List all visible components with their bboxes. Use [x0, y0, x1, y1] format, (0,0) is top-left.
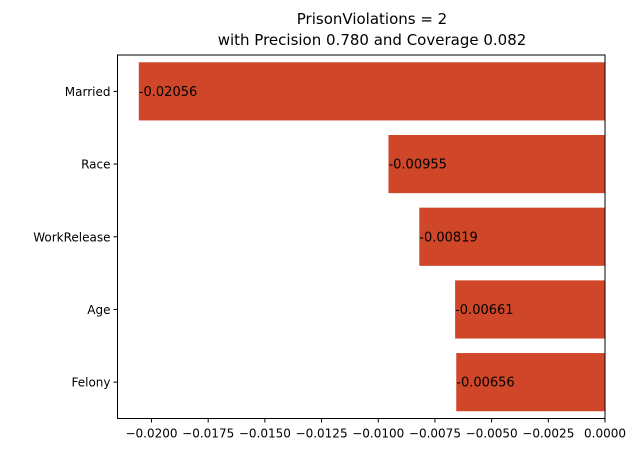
y-axis-ticks: Married Race WorkRelease Age Felony: [33, 85, 118, 390]
y-tick-label-married: Married: [65, 85, 111, 99]
x-tick-label: −0.0050: [466, 427, 518, 441]
y-tick-label-felony: Felony: [71, 376, 110, 390]
x-tick-label: −0.0150: [239, 427, 291, 441]
x-tick-label: −0.0175: [182, 427, 234, 441]
data-label-age: -0.00661: [455, 303, 513, 318]
data-label-workrelease: -0.00819: [419, 230, 477, 245]
y-tick-label-workrelease: WorkRelease: [33, 230, 110, 244]
x-axis-ticks: −0.0200 −0.0175 −0.0150 −0.0125 −0.0100 −0.00…: [125, 418, 626, 441]
x-tick-label: −0.0100: [352, 427, 404, 441]
chart-title-line2: with Precision 0.780 and Coverage 0.082: [218, 31, 527, 49]
x-tick-label: −0.0200: [125, 427, 177, 441]
bar-married: [138, 62, 605, 121]
x-tick-label: −0.0075: [409, 427, 461, 441]
data-label-married: -0.02056: [139, 85, 197, 100]
y-tick-label-age: Age: [87, 303, 110, 317]
x-tick-label: −0.0125: [296, 427, 348, 441]
x-tick-label: −0.0025: [522, 427, 574, 441]
bars-group: -0.02056 -0.00955 -0.00819 -0.00661 -0.00656: [138, 62, 605, 412]
bar-workrelease: [419, 207, 605, 266]
plot-frame: [117, 54, 606, 419]
x-tick-label: 0.0000: [584, 427, 626, 441]
data-label-felony: -0.00656: [456, 376, 514, 391]
bar-age: [455, 280, 605, 339]
data-label-race: -0.00955: [388, 158, 446, 173]
chart-title-line1: PrisonViolations = 2: [297, 10, 447, 28]
y-tick-label-race: Race: [81, 158, 110, 172]
bar-race: [388, 134, 605, 194]
bar-felony: [456, 353, 605, 412]
